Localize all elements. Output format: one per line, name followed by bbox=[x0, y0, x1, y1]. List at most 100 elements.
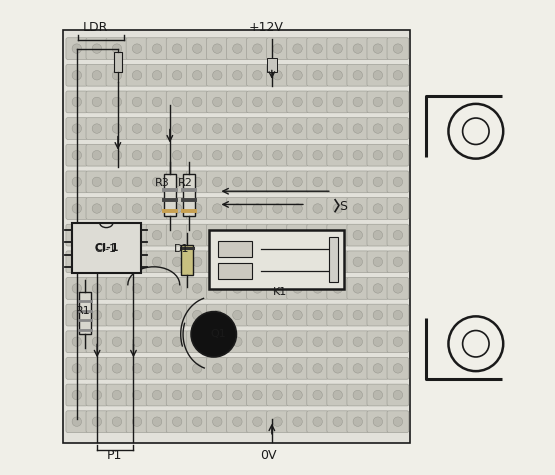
Circle shape bbox=[463, 331, 489, 357]
Text: D1: D1 bbox=[174, 244, 190, 254]
Circle shape bbox=[253, 204, 262, 213]
FancyBboxPatch shape bbox=[387, 358, 409, 379]
Circle shape bbox=[273, 204, 282, 213]
Circle shape bbox=[393, 177, 402, 187]
Circle shape bbox=[313, 257, 322, 266]
FancyBboxPatch shape bbox=[226, 331, 248, 352]
Circle shape bbox=[253, 364, 262, 373]
FancyBboxPatch shape bbox=[347, 358, 369, 379]
Circle shape bbox=[233, 390, 242, 400]
FancyBboxPatch shape bbox=[387, 224, 409, 246]
FancyBboxPatch shape bbox=[246, 277, 268, 299]
Circle shape bbox=[373, 204, 382, 213]
FancyBboxPatch shape bbox=[327, 65, 349, 86]
Circle shape bbox=[132, 204, 142, 213]
Circle shape bbox=[333, 124, 342, 133]
Bar bbox=[63, 30, 410, 443]
Circle shape bbox=[72, 257, 82, 266]
Circle shape bbox=[72, 284, 82, 293]
Circle shape bbox=[353, 337, 362, 346]
FancyBboxPatch shape bbox=[387, 198, 409, 219]
Circle shape bbox=[293, 230, 302, 240]
FancyBboxPatch shape bbox=[287, 224, 309, 246]
FancyBboxPatch shape bbox=[166, 224, 188, 246]
FancyBboxPatch shape bbox=[226, 198, 248, 219]
FancyBboxPatch shape bbox=[86, 251, 108, 273]
Circle shape bbox=[153, 310, 162, 320]
Circle shape bbox=[233, 97, 242, 106]
Circle shape bbox=[293, 97, 302, 106]
FancyBboxPatch shape bbox=[226, 144, 248, 166]
Circle shape bbox=[72, 390, 82, 400]
FancyBboxPatch shape bbox=[347, 304, 369, 326]
FancyBboxPatch shape bbox=[266, 384, 289, 406]
FancyBboxPatch shape bbox=[106, 251, 128, 273]
FancyBboxPatch shape bbox=[387, 171, 409, 193]
Circle shape bbox=[273, 310, 282, 320]
FancyBboxPatch shape bbox=[146, 38, 168, 59]
Bar bbox=[114, 52, 122, 72]
FancyBboxPatch shape bbox=[287, 331, 309, 352]
Circle shape bbox=[373, 124, 382, 133]
FancyBboxPatch shape bbox=[307, 91, 329, 113]
FancyBboxPatch shape bbox=[246, 224, 268, 246]
FancyBboxPatch shape bbox=[327, 384, 349, 406]
Circle shape bbox=[173, 97, 182, 106]
Circle shape bbox=[193, 390, 202, 400]
Circle shape bbox=[132, 390, 142, 400]
Circle shape bbox=[333, 204, 342, 213]
Circle shape bbox=[333, 177, 342, 187]
Text: R1: R1 bbox=[75, 306, 90, 316]
Circle shape bbox=[213, 230, 222, 240]
Circle shape bbox=[393, 97, 402, 106]
FancyBboxPatch shape bbox=[347, 65, 369, 86]
Circle shape bbox=[313, 284, 322, 293]
FancyBboxPatch shape bbox=[146, 91, 168, 113]
FancyBboxPatch shape bbox=[307, 304, 329, 326]
FancyBboxPatch shape bbox=[367, 277, 388, 299]
FancyBboxPatch shape bbox=[106, 171, 128, 193]
Circle shape bbox=[273, 417, 282, 427]
FancyBboxPatch shape bbox=[66, 411, 88, 433]
Circle shape bbox=[173, 257, 182, 266]
FancyBboxPatch shape bbox=[66, 198, 88, 219]
Circle shape bbox=[193, 364, 202, 373]
FancyBboxPatch shape bbox=[86, 331, 108, 352]
Bar bbox=[183, 174, 195, 216]
FancyBboxPatch shape bbox=[347, 331, 369, 352]
FancyBboxPatch shape bbox=[246, 118, 268, 140]
FancyBboxPatch shape bbox=[66, 38, 88, 59]
FancyBboxPatch shape bbox=[287, 91, 309, 113]
Circle shape bbox=[173, 70, 182, 80]
Circle shape bbox=[132, 310, 142, 320]
Text: LDR: LDR bbox=[83, 21, 108, 34]
FancyBboxPatch shape bbox=[206, 277, 228, 299]
FancyBboxPatch shape bbox=[66, 384, 88, 406]
FancyBboxPatch shape bbox=[387, 331, 409, 352]
FancyBboxPatch shape bbox=[246, 144, 268, 166]
FancyBboxPatch shape bbox=[146, 224, 168, 246]
FancyBboxPatch shape bbox=[106, 198, 128, 219]
FancyBboxPatch shape bbox=[146, 144, 168, 166]
Circle shape bbox=[253, 177, 262, 187]
Circle shape bbox=[353, 124, 362, 133]
FancyBboxPatch shape bbox=[287, 384, 309, 406]
FancyBboxPatch shape bbox=[126, 304, 148, 326]
FancyBboxPatch shape bbox=[106, 65, 128, 86]
Circle shape bbox=[213, 44, 222, 53]
FancyBboxPatch shape bbox=[86, 38, 108, 59]
Circle shape bbox=[393, 70, 402, 80]
FancyBboxPatch shape bbox=[126, 331, 148, 352]
FancyBboxPatch shape bbox=[266, 118, 289, 140]
FancyBboxPatch shape bbox=[266, 171, 289, 193]
Circle shape bbox=[112, 124, 122, 133]
FancyBboxPatch shape bbox=[327, 38, 349, 59]
Circle shape bbox=[353, 284, 362, 293]
Circle shape bbox=[273, 390, 282, 400]
Circle shape bbox=[72, 337, 82, 346]
FancyBboxPatch shape bbox=[307, 171, 329, 193]
Circle shape bbox=[353, 257, 362, 266]
FancyBboxPatch shape bbox=[206, 358, 228, 379]
Circle shape bbox=[132, 70, 142, 80]
FancyBboxPatch shape bbox=[66, 358, 88, 379]
